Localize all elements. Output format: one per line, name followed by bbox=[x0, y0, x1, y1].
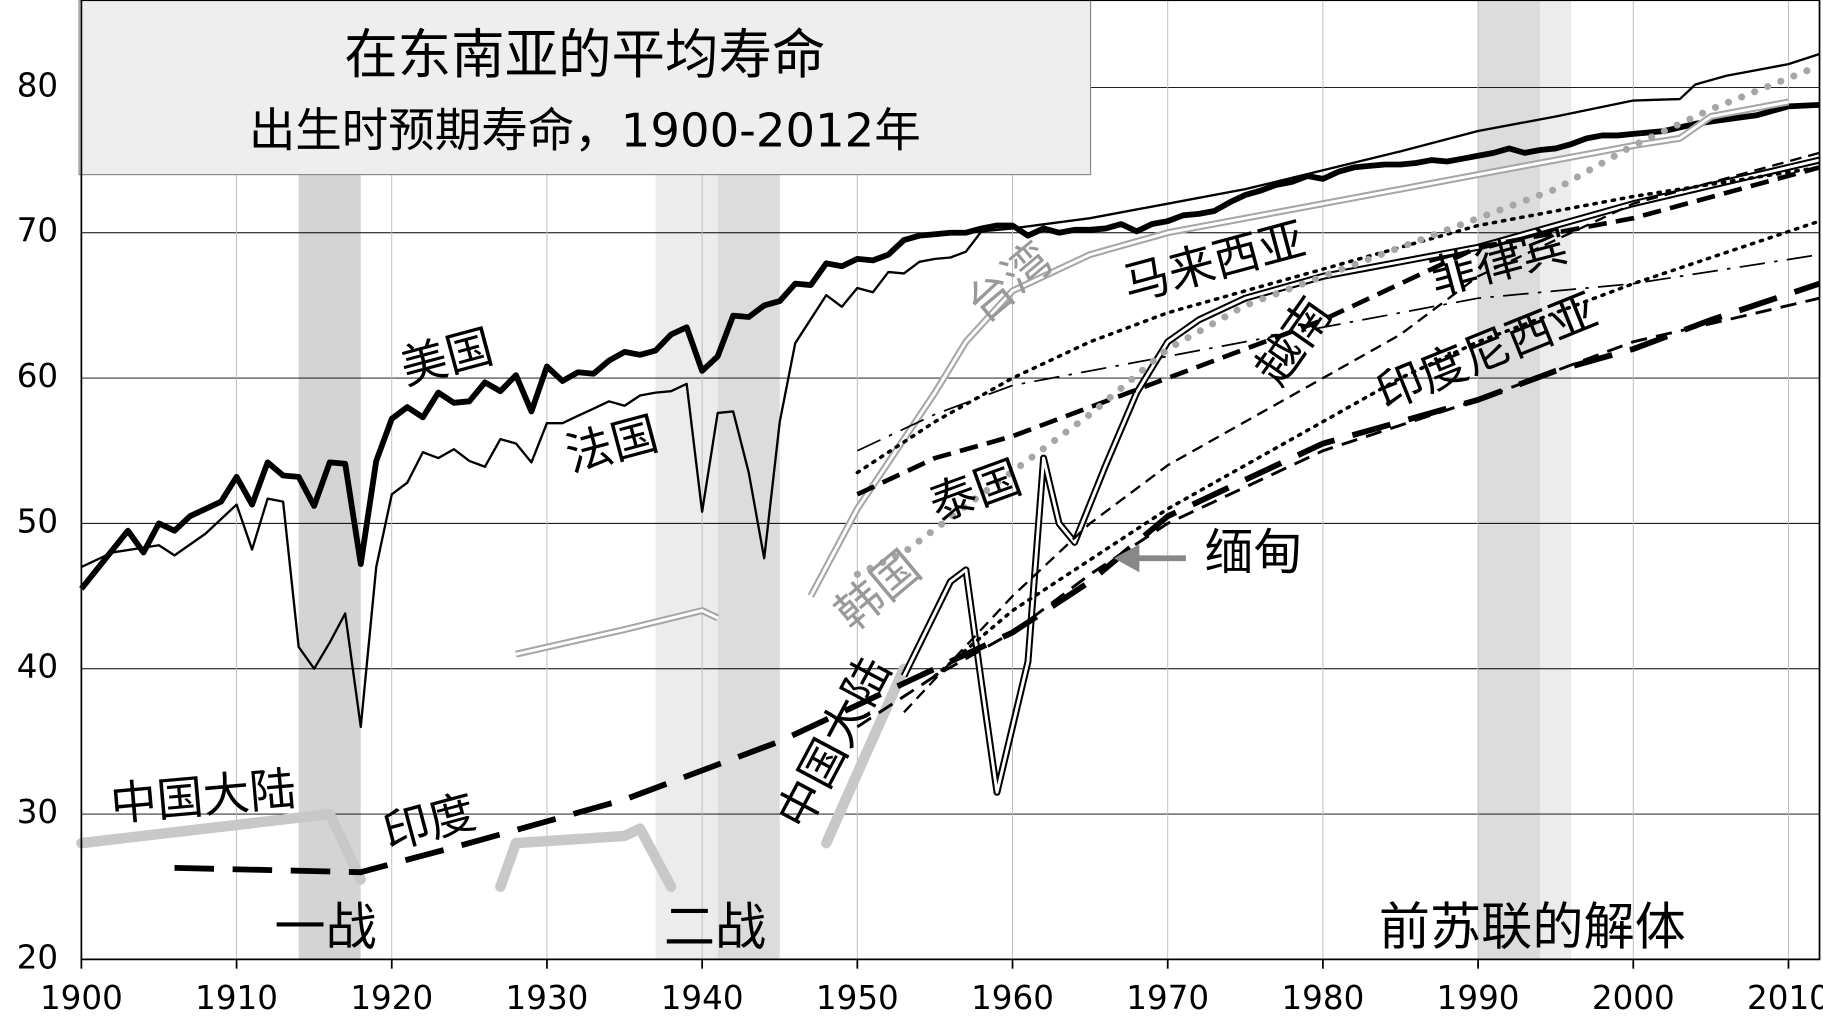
y-tick-label: 20 bbox=[17, 938, 58, 976]
shaded-region bbox=[1478, 0, 1541, 960]
series-line-inner bbox=[515, 100, 1789, 656]
x-tick-label: 1970 bbox=[1126, 979, 1209, 1017]
series-label: 台湾 bbox=[956, 232, 1062, 333]
arrow-head bbox=[1113, 544, 1140, 573]
series-line bbox=[80, 52, 1820, 729]
chart-title: 在东南亚的平均寿命 bbox=[344, 23, 825, 86]
series-lines bbox=[76, 52, 1823, 892]
x-tick-label: 1910 bbox=[195, 979, 278, 1017]
region-label: 前苏联的解体 bbox=[1379, 898, 1686, 957]
region-label: 一战 bbox=[274, 898, 376, 957]
x-tick-label: 2010 bbox=[1747, 979, 1823, 1017]
series-line bbox=[76, 663, 910, 892]
series-label: 韩国 bbox=[825, 540, 931, 641]
series-line bbox=[903, 151, 1820, 714]
series-label: 越南 bbox=[1245, 288, 1343, 395]
y-tick-label: 50 bbox=[17, 502, 58, 540]
series-line-inner bbox=[902, 158, 1820, 794]
series-line bbox=[79, 101, 1820, 591]
series-line bbox=[856, 253, 1820, 452]
series-line bbox=[933, 219, 1822, 678]
x-tick-label: 1980 bbox=[1281, 979, 1364, 1017]
region-label: 二战 bbox=[664, 898, 766, 957]
y-tick-label: 40 bbox=[17, 648, 58, 686]
series-line bbox=[856, 165, 1821, 497]
chart-subtitle: 出生时预期寿命，1900-2012年 bbox=[249, 103, 921, 157]
series-line bbox=[855, 165, 1822, 475]
x-tick-label: 1940 bbox=[661, 979, 744, 1017]
series-line bbox=[856, 296, 1820, 729]
x-tick-label: 1920 bbox=[350, 979, 433, 1017]
x-tick-label: 2000 bbox=[1592, 979, 1675, 1017]
annotation: 缅甸 bbox=[1204, 524, 1302, 581]
y-tick-label: 80 bbox=[17, 66, 58, 104]
x-tick-label: 1950 bbox=[816, 979, 899, 1017]
y-tick-label: 60 bbox=[17, 357, 58, 395]
y-tick-label: 70 bbox=[17, 212, 58, 250]
x-tick-label: 1900 bbox=[40, 979, 123, 1017]
x-tick-label: 1990 bbox=[1437, 979, 1520, 1017]
x-tick-label: 1960 bbox=[971, 979, 1054, 1017]
series-label: 印度 bbox=[377, 784, 481, 860]
title-box bbox=[78, 0, 1092, 176]
x-tick-label: 1930 bbox=[506, 979, 589, 1017]
series-label: 中国大陆 bbox=[767, 648, 902, 838]
plot-frame bbox=[80, 0, 1821, 961]
y-tick-label: 30 bbox=[17, 793, 58, 831]
